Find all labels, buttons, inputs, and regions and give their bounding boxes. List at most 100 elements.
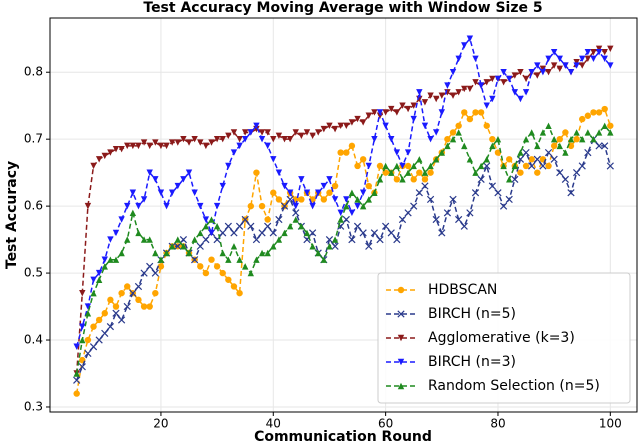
data-point [522,135,530,143]
data-point [320,182,328,190]
data-point [253,122,260,129]
data-point [494,75,502,83]
data-point [95,269,103,277]
data-point [331,236,339,243]
data-point [444,142,451,150]
data-point [522,89,530,96]
data-point [511,162,519,170]
data-point [539,129,547,136]
data-point [258,202,266,210]
data-point [595,142,603,150]
data-point [118,216,125,223]
plot-frame [49,17,638,413]
data-point [174,182,181,190]
data-point [466,35,474,42]
data-point [208,216,215,223]
data-point [247,222,255,230]
data-point [545,55,552,63]
data-point [303,189,311,196]
chart-title: Test Accuracy Moving Average with Window… [143,0,542,16]
data-point [292,209,300,217]
data-point [354,196,361,203]
data-point [522,162,530,170]
data-point [595,45,603,52]
data-point [180,176,187,183]
data-point [432,215,440,224]
data-point [280,202,289,210]
data-point [157,189,165,196]
data-point [416,169,423,176]
data-point [315,189,322,196]
data-point [286,189,294,196]
data-point [562,62,569,69]
data-point [584,129,592,136]
data-point [393,162,401,170]
data-point [258,129,266,136]
data-point [393,176,401,183]
data-point [308,229,317,237]
data-point [556,169,564,177]
data-point [365,162,372,170]
data-point [230,129,238,136]
data-point [264,142,271,150]
data-point [208,139,215,146]
data-point [562,129,569,136]
data-point [466,209,474,217]
data-point [483,102,490,109]
data-point [213,202,221,210]
data-point [84,310,92,317]
data-point [219,229,227,237]
data-point [326,176,333,183]
data-point [117,316,126,324]
data-point [500,69,507,76]
data-point [225,132,232,140]
data-point [410,102,417,109]
data-point [399,162,406,170]
data-point [416,89,423,96]
data-point [219,249,226,257]
data-point [556,142,563,150]
data-point [506,176,513,183]
data-point [590,55,597,63]
data-point [461,142,468,150]
data-point [337,149,344,156]
data-point [461,85,468,93]
data-point [444,135,451,143]
data-point [95,276,103,283]
data-point [410,115,417,123]
data-point [286,195,294,204]
data-point [298,223,305,230]
data-point [157,142,165,150]
data-point [590,109,597,116]
data-point [354,162,361,170]
data-point [252,235,261,244]
data-point [438,149,446,156]
data-point [472,79,479,86]
data-point [241,215,249,224]
data-point [90,289,97,297]
data-point [432,95,440,103]
data-point [129,289,137,297]
data-point [517,69,524,76]
data-point [180,243,187,250]
data-point [556,55,563,63]
data-point [376,112,384,119]
data-point [388,105,395,113]
data-point [79,289,86,297]
data-point [578,162,586,170]
data-point [202,216,210,223]
data-point [118,289,125,297]
data-point [270,189,277,196]
data-point [528,156,535,163]
data-point [382,222,390,230]
data-point [601,122,608,129]
data-point [455,89,462,96]
data-point [168,243,176,250]
data-point [315,249,322,257]
data-point [219,269,226,277]
data-point [298,176,305,183]
legend-label: Random Selection (n=5) [428,378,600,394]
data-point [506,75,513,83]
data-point [236,256,243,263]
data-point [359,156,367,163]
